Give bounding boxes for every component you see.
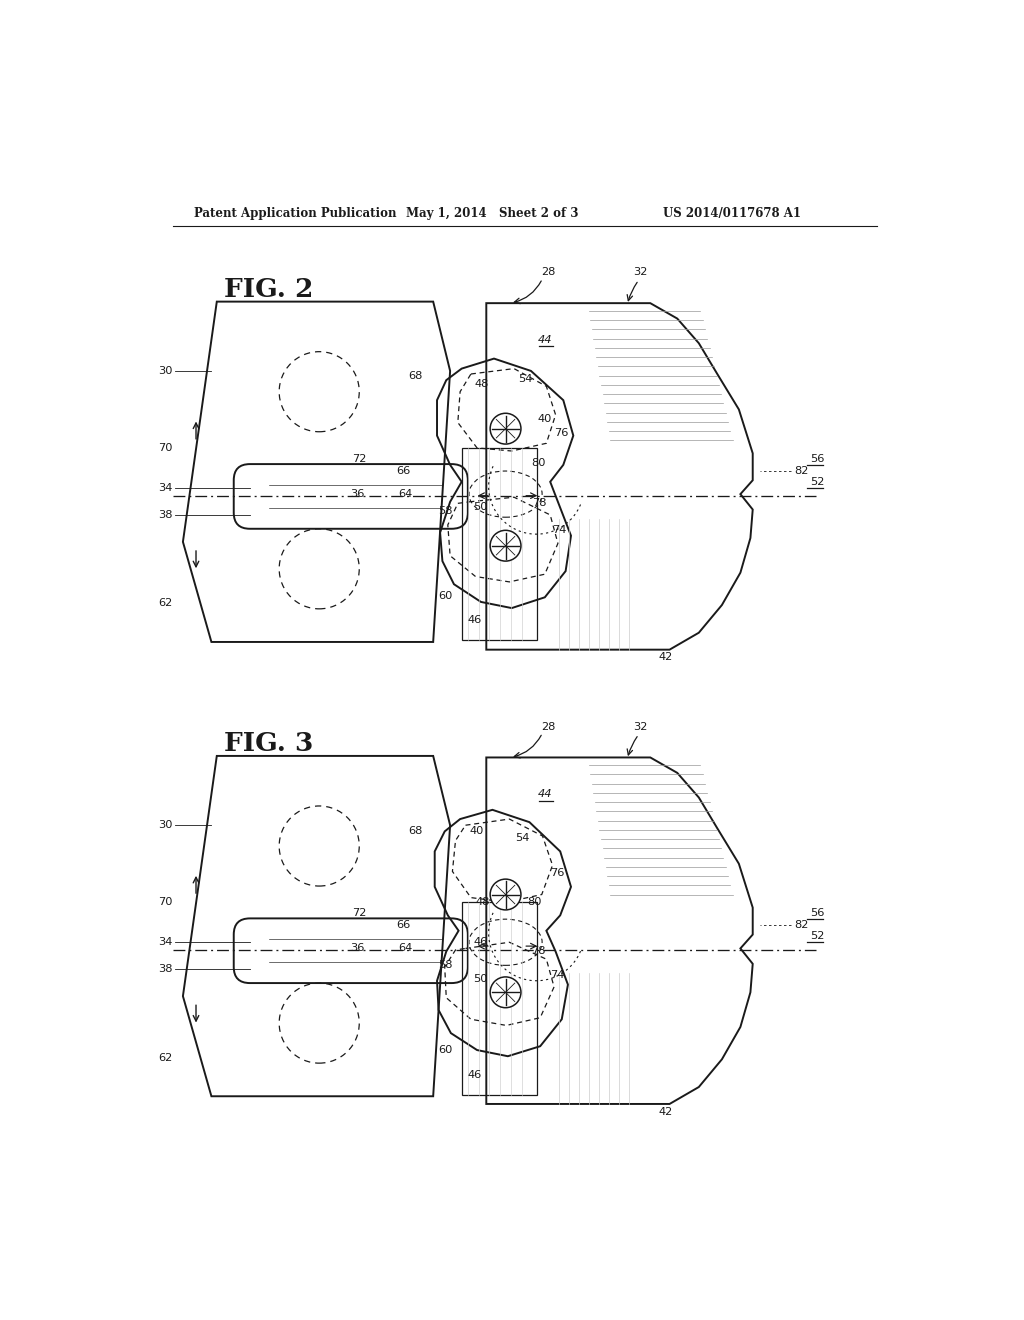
Text: 56: 56 [810,908,824,917]
Text: 78: 78 [531,946,546,957]
Text: FIG. 3: FIG. 3 [224,731,314,756]
Text: 42: 42 [658,652,673,663]
Text: 66: 66 [396,466,411,477]
Text: 46: 46 [473,937,487,948]
Text: 70: 70 [159,898,173,907]
Text: 66: 66 [396,920,411,931]
Text: 82: 82 [795,920,809,931]
Text: 48: 48 [475,898,489,907]
Text: 50: 50 [473,502,487,512]
Text: 30: 30 [159,820,173,830]
Text: 52: 52 [810,931,824,941]
Text: 60: 60 [438,1045,453,1055]
Text: 52: 52 [810,477,824,487]
Text: 30: 30 [159,366,173,376]
Text: 50: 50 [473,974,487,985]
Text: FIG. 2: FIG. 2 [224,277,314,302]
Circle shape [490,531,521,561]
Text: 82: 82 [795,466,809,477]
Text: 78: 78 [532,499,547,508]
Text: 56: 56 [810,454,824,463]
Text: 60: 60 [438,591,453,601]
Text: 32: 32 [633,268,647,277]
Text: 70: 70 [159,444,173,453]
Text: 54: 54 [515,833,530,843]
Text: 64: 64 [398,944,413,953]
Text: 36: 36 [350,944,365,953]
Text: 80: 80 [531,458,546,469]
Text: 38: 38 [159,510,173,520]
Text: Patent Application Publication: Patent Application Publication [194,207,396,220]
Text: 42: 42 [658,1106,673,1117]
Text: 62: 62 [159,598,173,609]
Text: 72: 72 [352,454,367,463]
Text: 32: 32 [633,722,647,731]
Text: 48: 48 [475,379,489,389]
Text: 40: 40 [469,825,483,836]
Text: 80: 80 [527,898,542,907]
Text: 72: 72 [352,908,367,917]
Circle shape [490,977,521,1007]
Text: US 2014/0117678 A1: US 2014/0117678 A1 [664,207,802,220]
Text: 62: 62 [159,1053,173,1063]
Circle shape [490,413,521,444]
Text: 34: 34 [159,937,173,948]
Text: 28: 28 [541,722,555,731]
Text: 44: 44 [538,335,552,345]
Text: 34: 34 [159,483,173,492]
Text: 46: 46 [468,1069,482,1080]
Text: May 1, 2014   Sheet 2 of 3: May 1, 2014 Sheet 2 of 3 [407,207,579,220]
Text: 46: 46 [468,615,482,626]
Text: 68: 68 [408,825,422,836]
Text: 64: 64 [398,490,413,499]
Text: 44: 44 [538,789,552,800]
Text: 38: 38 [159,964,173,974]
Text: 40: 40 [538,413,552,424]
Text: 58: 58 [438,506,453,516]
Text: 76: 76 [550,869,564,878]
Text: 68: 68 [408,371,422,381]
Text: 36: 36 [350,490,365,499]
Text: 74: 74 [550,970,564,979]
Circle shape [490,879,521,909]
Text: 76: 76 [554,428,568,437]
Text: 28: 28 [541,268,555,277]
Text: 74: 74 [553,525,567,536]
Text: 58: 58 [438,961,453,970]
Text: 54: 54 [518,374,532,384]
